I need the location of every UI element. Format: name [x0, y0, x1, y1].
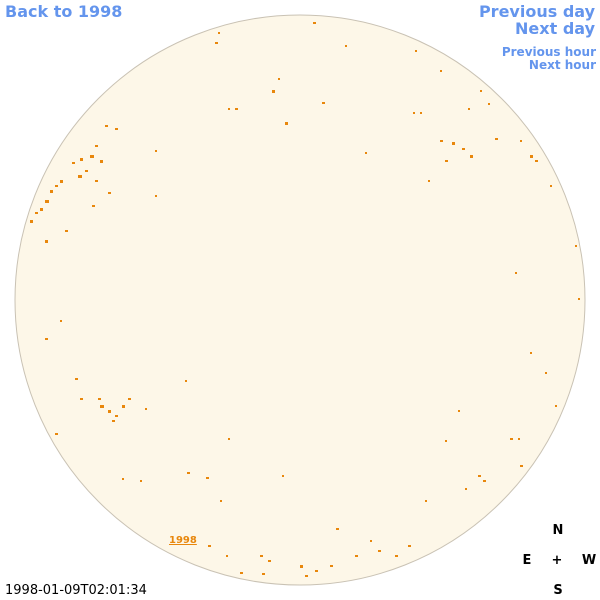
- back-link[interactable]: Back to 1998: [5, 2, 122, 21]
- year-link[interactable]: 1998: [169, 535, 197, 546]
- previous-hour-link[interactable]: Previous hour: [502, 45, 596, 59]
- compass-south: S: [553, 583, 562, 598]
- solar-disk: [14, 14, 586, 586]
- compass-north: N: [553, 523, 564, 538]
- next-day-link[interactable]: Next day: [515, 19, 596, 38]
- compass-west: W: [582, 553, 596, 568]
- compass-center: +: [552, 553, 563, 568]
- previous-day-link[interactable]: Previous day: [479, 2, 596, 21]
- compass-east: E: [523, 553, 532, 568]
- timestamp: 1998-01-09T02:01:34: [5, 583, 147, 598]
- next-hour-link[interactable]: Next hour: [529, 58, 596, 72]
